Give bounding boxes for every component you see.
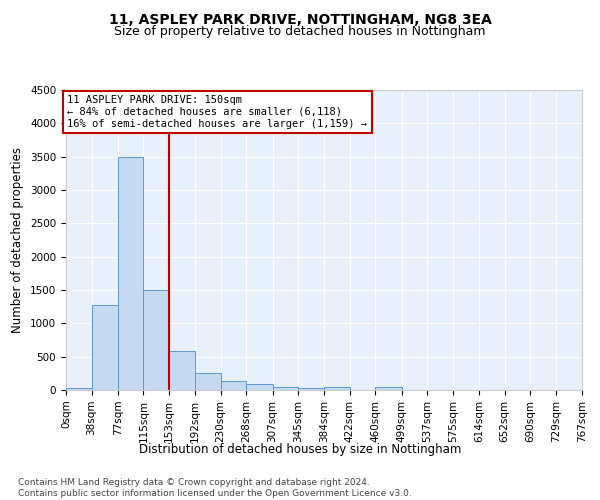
Y-axis label: Number of detached properties: Number of detached properties xyxy=(11,147,25,333)
Text: 11 ASPLEY PARK DRIVE: 150sqm
← 84% of detached houses are smaller (6,118)
16% of: 11 ASPLEY PARK DRIVE: 150sqm ← 84% of de… xyxy=(67,96,367,128)
Bar xyxy=(221,380,246,390)
Text: Distribution of detached houses by size in Nottingham: Distribution of detached houses by size … xyxy=(139,442,461,456)
Bar xyxy=(325,386,350,390)
Bar xyxy=(246,384,272,390)
Bar xyxy=(66,388,92,390)
Bar xyxy=(195,374,221,390)
Bar xyxy=(143,290,169,390)
Bar xyxy=(92,306,118,390)
Text: Size of property relative to detached houses in Nottingham: Size of property relative to detached ho… xyxy=(114,25,486,38)
Bar xyxy=(118,156,143,390)
Bar xyxy=(376,386,402,390)
Text: 11, ASPLEY PARK DRIVE, NOTTINGHAM, NG8 3EA: 11, ASPLEY PARK DRIVE, NOTTINGHAM, NG8 3… xyxy=(109,12,491,26)
Bar xyxy=(298,388,325,390)
Text: Contains HM Land Registry data © Crown copyright and database right 2024.
Contai: Contains HM Land Registry data © Crown c… xyxy=(18,478,412,498)
Bar xyxy=(272,386,298,390)
Bar xyxy=(169,352,195,390)
